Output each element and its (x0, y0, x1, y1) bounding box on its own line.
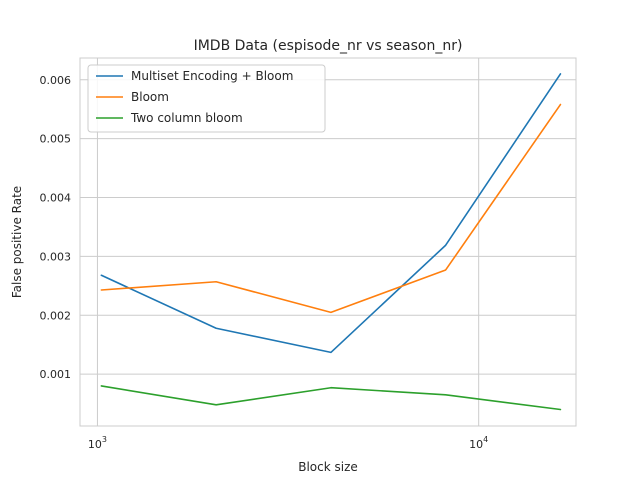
y-axis-label: False positive Rate (10, 186, 24, 298)
y-tick-label: 0.002 (40, 309, 72, 322)
y-tick-label: 0.006 (40, 74, 72, 87)
y-tick-label: 0.005 (40, 133, 72, 146)
legend: Multiset Encoding + Bloom Bloom Two column… (87, 64, 326, 133)
chart-title: IMDB Data (espisode_nr vs season_nr) (194, 38, 463, 54)
x-axis-label: Block size (298, 460, 358, 474)
series-line-0 (100, 73, 562, 354)
legend-label-2: Two column bloom (130, 111, 243, 125)
y-tick-label: 0.001 (40, 368, 72, 381)
series-line-2 (100, 385, 562, 411)
tick-labels: 0.001 0.002 0.003 0.004 0.005 0.006 103 104 (40, 74, 489, 451)
series-lines (100, 73, 562, 411)
grid (80, 58, 576, 426)
series-line-1 (100, 103, 562, 314)
y-tick-label: 0.003 (40, 250, 72, 263)
x-tick-label: 104 (469, 435, 488, 451)
legend-label-0: Multiset Encoding + Bloom (131, 69, 293, 83)
x-tick-label: 103 (88, 435, 107, 451)
y-tick-label: 0.004 (40, 192, 72, 205)
legend-box (87, 64, 326, 133)
legend-label-1: Bloom (131, 90, 169, 104)
plot-frame (79, 57, 577, 427)
